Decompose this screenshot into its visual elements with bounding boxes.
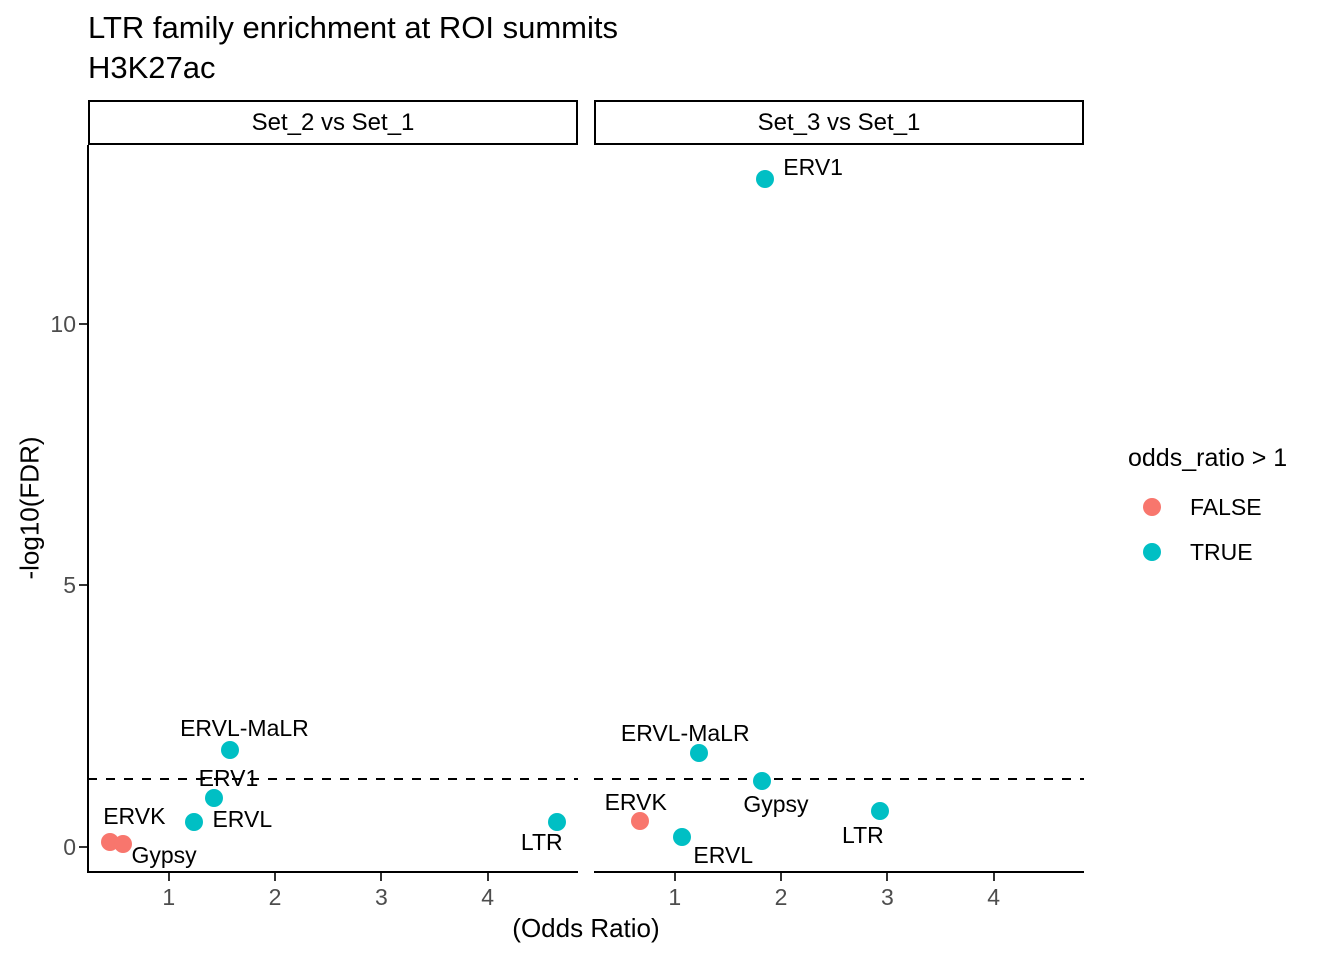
point-label-ervl-malr: ERVL-MaLR xyxy=(180,714,309,741)
point-label-ervl: ERVL xyxy=(693,841,754,868)
plot-subtitle: H3K27ac xyxy=(88,50,216,85)
x-tick-mark xyxy=(380,873,383,881)
data-point-gypsy xyxy=(752,771,771,790)
facet-panel-right: ERVK ERVL ERVL-MaLR Gypsy ERV1 LTR xyxy=(594,145,1084,872)
legend: odds_ratio > 1 FALSE TRUE xyxy=(1128,444,1287,583)
point-label-ervk: ERVK xyxy=(103,802,166,829)
point-label-ltr: LTR xyxy=(520,829,563,856)
x-tick-mark xyxy=(886,873,889,881)
legend-swatch-false-icon xyxy=(1143,498,1161,516)
facet-strip-label: Set_2 vs Set_1 xyxy=(251,108,415,136)
x-tick-mark xyxy=(780,873,783,881)
point-label-gypsy: Gypsy xyxy=(131,841,197,868)
legend-label-false: FALSE xyxy=(1190,493,1262,520)
y-tick-mark xyxy=(79,584,87,587)
point-label-ltr: LTR xyxy=(842,821,884,848)
x-axis-line xyxy=(88,871,578,873)
data-point-ervl-malr xyxy=(690,743,709,762)
x-tick-label: 3 xyxy=(880,884,894,910)
threshold-dashed-line xyxy=(594,777,1084,780)
y-tick-mark xyxy=(79,322,87,325)
point-label-ervl-malr: ERVL-MaLR xyxy=(620,719,750,746)
x-tick-label: 1 xyxy=(162,884,176,910)
data-point-erv1 xyxy=(205,788,224,807)
point-label-ervl: ERVL xyxy=(212,806,273,833)
legend-label-true: TRUE xyxy=(1190,538,1253,565)
legend-item-true: TRUE xyxy=(1143,538,1287,566)
facet-strip-set2-vs-set1: Set_2 vs Set_1 xyxy=(88,100,578,145)
data-point-erv1 xyxy=(756,169,775,188)
x-tick-label: 1 xyxy=(668,884,682,910)
x-axis-title: (Odds Ratio) xyxy=(512,913,660,943)
y-axis-line xyxy=(87,145,89,873)
legend-title: odds_ratio > 1 xyxy=(1128,444,1288,472)
legend-item-false: FALSE xyxy=(1143,493,1287,521)
data-point-ervl-malr xyxy=(221,740,240,759)
data-point-gypsy xyxy=(114,834,133,853)
point-label-ervk: ERVK xyxy=(604,788,667,815)
x-tick-label: 4 xyxy=(481,884,495,910)
y-axis-title: -log10(FDR) xyxy=(14,436,45,580)
point-label-erv1: ERV1 xyxy=(198,764,259,791)
data-point-ervl xyxy=(185,813,204,832)
x-tick-label: 2 xyxy=(774,884,788,910)
x-tick-mark xyxy=(274,873,277,881)
data-point-ervk xyxy=(630,811,649,830)
facet-panel-left: ERVK Gypsy ERVL ERV1 ERVL-MaLR LTR xyxy=(88,145,578,872)
x-axis-line xyxy=(594,871,1084,873)
point-label-erv1: ERV1 xyxy=(783,153,843,180)
x-tick-mark xyxy=(486,873,489,881)
x-tick-label: 3 xyxy=(374,884,388,910)
facet-strip-label: Set_3 vs Set_1 xyxy=(757,108,921,136)
data-point-ltr xyxy=(870,801,889,820)
x-tick-mark xyxy=(673,873,676,881)
facet-strip-set3-vs-set1: Set_3 vs Set_1 xyxy=(594,100,1084,145)
x-tick-mark xyxy=(992,873,995,881)
threshold-dashed-line xyxy=(88,777,578,780)
y-tick-mark xyxy=(79,845,87,848)
legend-swatch-true-icon xyxy=(1143,543,1161,561)
data-point-ervl xyxy=(673,827,692,846)
y-tick-label: 10 xyxy=(50,310,76,337)
y-tick-label: 0 xyxy=(63,833,76,860)
x-tick-mark xyxy=(167,873,170,881)
point-label-gypsy: Gypsy xyxy=(743,790,809,817)
x-tick-label: 4 xyxy=(987,884,1001,910)
data-point-ltr xyxy=(547,813,566,832)
plot-title: LTR family enrichment at ROI summits xyxy=(88,10,618,45)
y-tick-label: 5 xyxy=(63,572,76,599)
x-tick-label: 2 xyxy=(268,884,282,910)
